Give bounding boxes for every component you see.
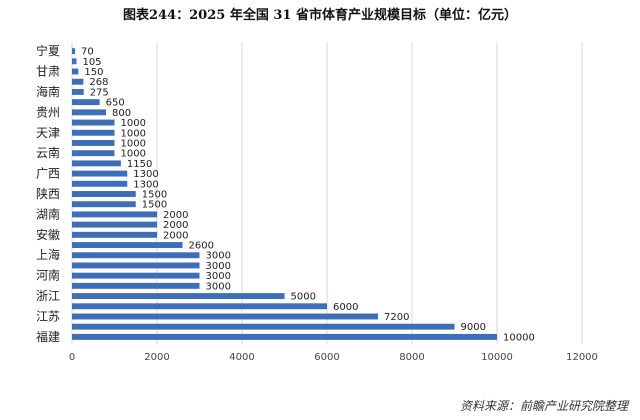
bar-value-label: 1500	[142, 190, 167, 201]
bar-value-label: 150	[84, 67, 103, 78]
bar	[72, 48, 75, 55]
bar-value-label: 1300	[133, 179, 158, 190]
bar	[72, 323, 455, 330]
bar-value-label: 2000	[163, 210, 188, 221]
bar-value-label: 5000	[291, 292, 316, 303]
bar	[72, 303, 327, 310]
bar	[72, 293, 285, 300]
bar-value-label: 2000	[163, 220, 188, 231]
bar-value-label: 10000	[503, 332, 535, 343]
bar	[72, 201, 136, 208]
chart-title: 图表244：2025 年全国 31 省市体育产业规模目标（单位：亿元）	[123, 8, 517, 23]
bar	[72, 129, 115, 136]
x-tick-label: 8000	[399, 352, 424, 363]
bar	[72, 252, 200, 259]
category-label: 宁夏	[36, 43, 60, 58]
category-label: 湖南	[36, 206, 60, 221]
bar	[72, 231, 157, 238]
bar-value-label: 1300	[133, 169, 158, 180]
bar	[72, 88, 84, 95]
x-tick-label: 6000	[314, 352, 339, 363]
bar-value-label: 2600	[189, 241, 214, 252]
bar-value-label: 1150	[127, 159, 152, 170]
bar	[72, 211, 157, 218]
x-tick-label: 12000	[566, 352, 598, 363]
category-label: 甘肃	[36, 65, 60, 79]
category-label: 云南	[36, 145, 60, 160]
bar	[72, 333, 497, 340]
bar-value-label: 105	[82, 57, 101, 68]
bar	[72, 313, 378, 320]
bar-value-label: 3000	[206, 281, 231, 292]
bar	[72, 109, 106, 116]
bar	[72, 150, 115, 157]
bar	[72, 78, 84, 85]
bar-value-label: 6000	[333, 302, 358, 313]
bar-value-label: 1000	[121, 149, 146, 160]
category-label: 江苏	[36, 309, 60, 323]
category-label: 陕西	[36, 186, 60, 201]
category-label: 广西	[36, 167, 60, 181]
bar	[72, 282, 200, 289]
bar	[72, 99, 100, 106]
bar	[72, 262, 200, 269]
category-label: 上海	[36, 247, 60, 262]
bar-value-label: 1000	[121, 138, 146, 149]
x-tick-label: 2000	[144, 352, 169, 363]
category-label: 福建	[36, 329, 60, 344]
chart-source: 资料来源：前瞻产业研究院整理	[459, 399, 628, 413]
bar-value-label: 268	[89, 77, 108, 88]
x-tick-label: 0	[69, 352, 75, 363]
bar-value-label: 3000	[206, 261, 231, 272]
bar-value-label: 7200	[384, 312, 409, 323]
bar-value-label: 2000	[163, 230, 188, 241]
bar-value-label: 70	[81, 47, 94, 58]
bar	[72, 191, 136, 197]
bar-value-label: 1500	[142, 200, 167, 211]
bar	[72, 140, 115, 146]
bar	[72, 160, 121, 167]
bar-value-label: 3000	[206, 251, 231, 262]
category-label: 浙江	[36, 289, 60, 303]
bar-value-label: 1000	[121, 128, 146, 139]
data-labels-layer: 7010515026827565080010001000100010001150…	[81, 47, 535, 344]
bar	[72, 272, 200, 279]
x-tick-label: 4000	[229, 352, 254, 363]
bar-value-label: 9000	[461, 322, 486, 333]
category-label: 天津	[36, 126, 60, 140]
category-label: 安徽	[36, 227, 60, 242]
bar	[72, 58, 77, 65]
bar	[72, 221, 157, 228]
x-tick-labels-layer: 0 2000 4000 6000 8000 10000 12000	[69, 352, 598, 363]
category-label: 河南	[36, 268, 60, 283]
bar	[72, 242, 183, 248]
category-label: 海南	[36, 84, 60, 99]
bar	[72, 119, 115, 126]
bar	[72, 170, 128, 177]
bars-layer	[72, 48, 497, 340]
bar	[72, 68, 79, 75]
category-label: 贵州	[36, 105, 60, 119]
bar-value-label: 1000	[121, 118, 146, 129]
bar-value-label: 800	[112, 108, 131, 119]
bar-value-label: 650	[106, 98, 125, 109]
x-tick-label: 10000	[481, 352, 513, 363]
bar-value-label: 275	[90, 87, 109, 98]
bar-value-label: 3000	[206, 271, 231, 282]
bar	[72, 180, 128, 187]
